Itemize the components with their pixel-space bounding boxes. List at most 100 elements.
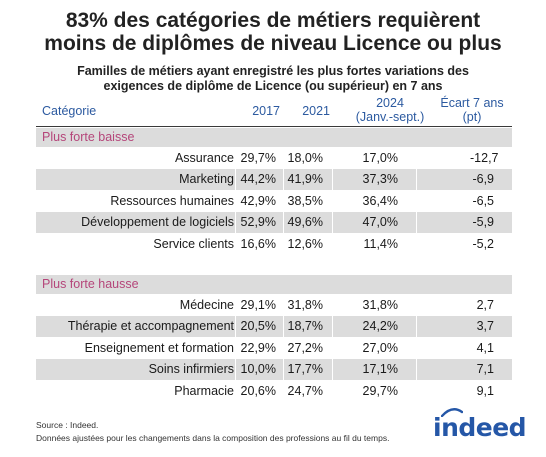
column-header-ecart-unit: (pt) [462,110,482,124]
column-separator [283,169,284,191]
column-separator [416,233,417,255]
title-line-2: moins de diplômes de niveau Licence ou p… [44,32,502,55]
cell-2024: 17,0% [362,151,398,165]
column-separator [332,316,333,338]
cell-2024: 24,2% [362,319,398,334]
cell-2017: 22,9% [240,340,276,355]
column-separator [416,359,417,381]
cell-2024: 36,4% [362,193,398,208]
column-header-2024-year: 2024 [376,96,404,110]
cell-2024: 11,4% [363,236,398,251]
column-separator [416,380,417,402]
column-separator [416,148,417,169]
cell-ecart: -6,5 [472,193,494,208]
cell-2017: 52,9% [240,215,276,230]
cell-2017: 20,5% [240,319,276,334]
column-separator [235,316,236,338]
table-row: Marketing 44,2% 41,9% 37,3% -6,9 [36,169,512,191]
cell-2024: 17,1% [362,362,398,377]
column-separator [416,316,417,338]
cell-2017: 29,1% [240,298,276,312]
cell-2021: 24,7% [287,383,323,398]
column-separator [235,169,236,191]
column-separator [416,337,417,359]
table-row: Pharmacie 20,6% 24,7% 29,7% 9,1 [36,380,512,402]
cell-ecart: 9,1 [476,383,494,398]
header-divider [36,126,512,127]
cell-2024: 27,0% [362,340,398,355]
column-separator [332,190,333,212]
cell-2017: 10,0% [240,362,276,377]
row-category-label: Pharmacie [174,383,234,398]
cell-2021: 18,7% [287,319,323,334]
column-separator [283,359,284,381]
table-row: Assurance 29,7% 18,0% 17,0% -12,7 [36,148,512,169]
column-separator [416,212,417,234]
table-row: Médecine 29,1% 31,8% 31,8% 2,7 [36,295,512,316]
column-separator [332,148,333,169]
logo-arc-icon [441,408,463,417]
row-category-label: Marketing [179,172,234,187]
row-category-label: Ressources humaines [110,193,234,208]
chart-title: 83% des catégories de métiers requièrent… [0,9,546,55]
column-separator [332,295,333,316]
cell-2024: 29,7% [362,383,398,398]
column-header-category: Catégorie [42,104,97,118]
table-row: Ressources humaines 42,9% 38,5% 36,4% -6,5 [36,190,512,212]
cell-2021: 27,2% [287,340,323,355]
cell-ecart: -5,2 [472,236,494,251]
column-separator [235,380,236,402]
column-separator [283,316,284,338]
column-separator [416,190,417,212]
cell-2017: 20,6% [240,383,276,398]
cell-2017: 42,9% [240,193,276,208]
column-separator [235,337,236,359]
column-header-ecart: Écart 7 ans (pt) [432,96,512,124]
table-row: Thérapie et accompagnement 20,5% 18,7% 24,2… [36,316,512,338]
section-header: Plus forte hausse [36,275,512,294]
section-label: Plus forte hausse [42,277,139,291]
section-label: Plus forte baisse [42,130,135,144]
cell-ecart: 3,7 [476,319,494,334]
column-separator [283,148,284,169]
cell-2021: 18,0% [287,151,323,165]
column-header-2024-period: (Janv.-sept.) [355,110,425,124]
column-separator [332,212,333,234]
cell-ecart: -5,9 [472,215,494,230]
column-separator [416,169,417,191]
column-separator [235,190,236,212]
column-separator [283,212,284,234]
column-separator [235,359,236,381]
cell-ecart: 4,1 [476,340,494,355]
cell-2021: 38,5% [287,193,323,208]
table-row: Développement de logiciels 52,9% 49,6% 47,0… [36,212,512,234]
column-header-ecart-label: Écart 7 ans [440,96,504,110]
cell-2021: 12,6% [287,236,323,251]
cell-2024: 47,0% [362,215,398,230]
table-row: Service clients 16,6% 12,6% 11,4% -5,2 [36,233,512,255]
cell-ecart: -12,7 [470,151,499,165]
row-category-label: Assurance [174,151,234,165]
column-separator [283,295,284,316]
subtitle-line-2: exigences de diplôme de Licence (ou supé… [103,79,443,93]
row-category-label: Soins infirmiers [148,362,234,377]
column-separator [283,337,284,359]
cell-2021: 31,8% [287,298,323,312]
row-category-label: Service clients [153,236,234,251]
column-separator [332,169,333,191]
column-separator [235,148,236,169]
cell-2017: 29,7% [240,151,276,165]
column-separator [283,190,284,212]
row-category-label: Développement de logiciels [81,215,234,230]
column-separator [235,233,236,255]
footer-source: Source : Indeed. [36,420,99,430]
chart-subtitle: Familles de métiers ayant enregistré les… [0,64,546,94]
cell-ecart: 7,1 [476,362,494,377]
column-separator [235,212,236,234]
column-header-2017: 2017 [252,104,280,118]
indeed-logo: indeed [433,413,527,442]
cell-2021: 49,6% [287,215,323,230]
row-category-label: Médecine [179,298,234,312]
section-header: Plus forte baisse [36,128,512,147]
cell-2024: 37,3% [362,172,398,187]
